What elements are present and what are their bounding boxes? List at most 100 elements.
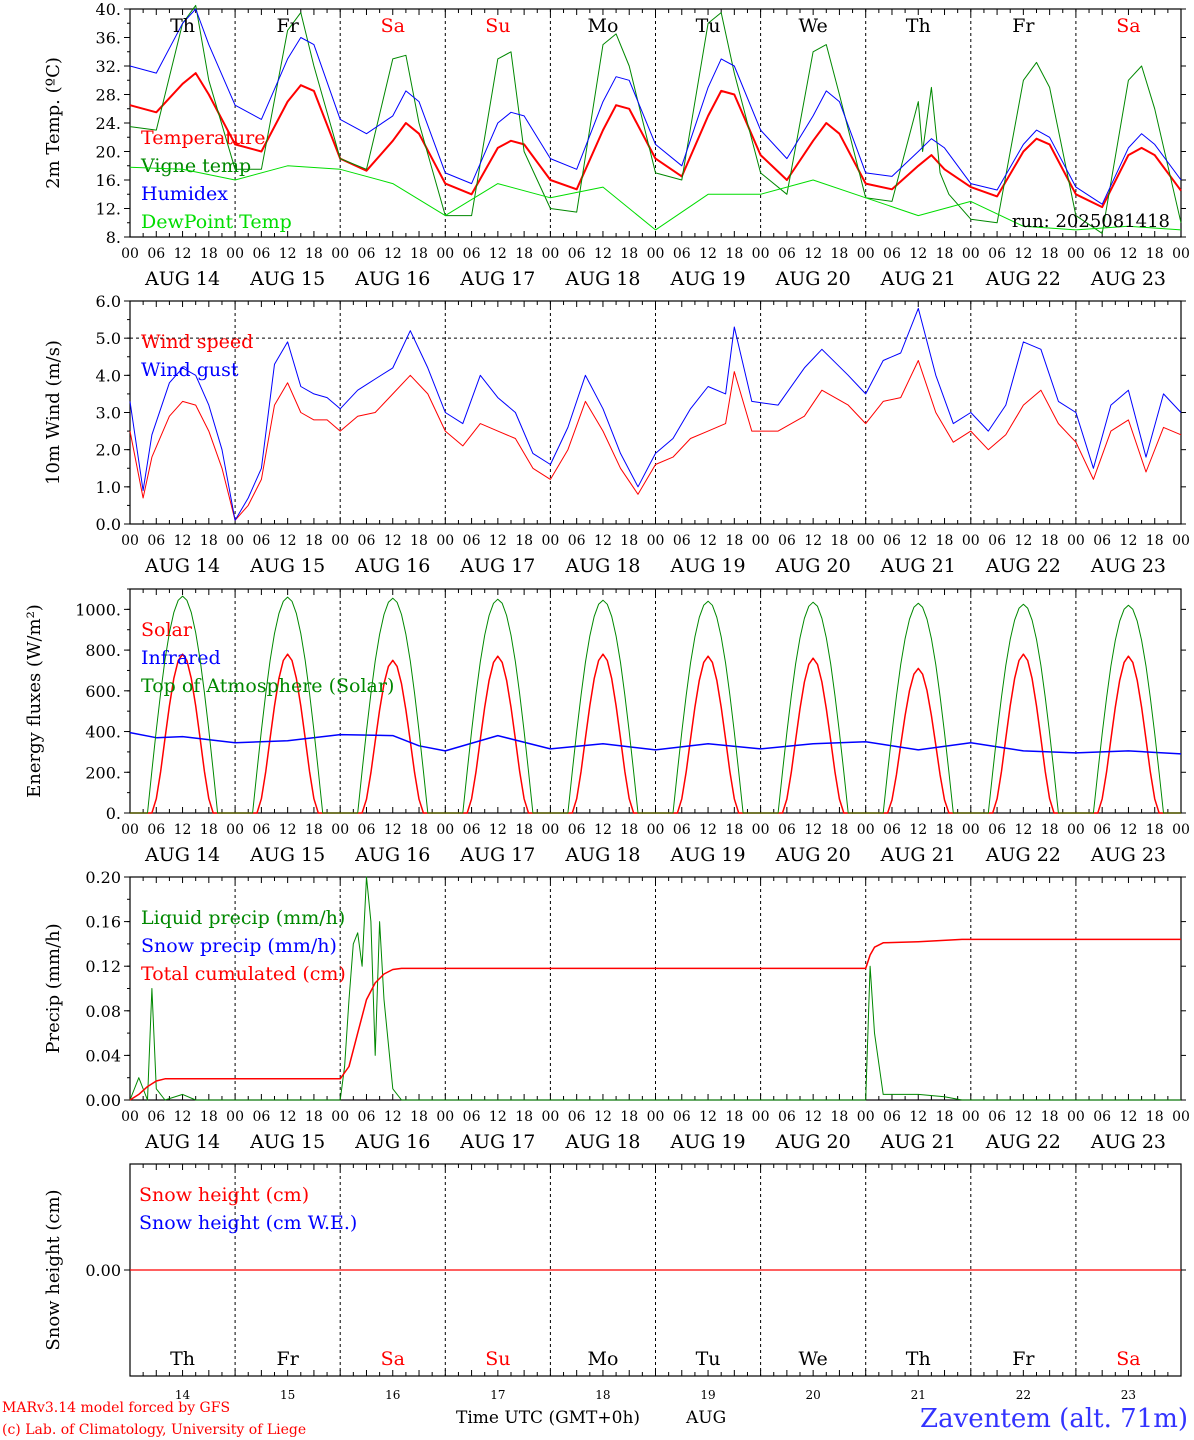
date-label: AUG 14 <box>144 1131 220 1153</box>
hour-tick-label: 06 <box>988 822 1006 838</box>
panel-snow: 0.00 Snow height (cm) Snow height (cm) Snow… <box>43 1163 1186 1402</box>
hour-tick-label: 00 <box>541 533 559 549</box>
hour-tick-label: 12 <box>699 1109 717 1125</box>
day-number-label: 16 <box>385 1388 400 1402</box>
hour-tick-label: 00 <box>436 822 454 838</box>
day-number-label: 14 <box>175 1388 191 1402</box>
hour-tick-label: 06 <box>883 246 901 262</box>
hour-tick-label: 12 <box>1120 1109 1138 1125</box>
date-label: AUG 20 <box>775 268 851 290</box>
series-line-liquid-precip-mm-h- <box>129 876 1181 1101</box>
hour-tick-label: 18 <box>936 1109 954 1125</box>
hour-tick-label: 06 <box>252 1109 270 1125</box>
hour-tick-label: 00 <box>541 822 559 838</box>
hour-tick-label: 12 <box>1120 246 1138 262</box>
hour-tick-label: 12 <box>909 533 927 549</box>
hour-tick-label: 00 <box>121 1109 139 1125</box>
y-tick-label: 0.0 <box>96 515 121 534</box>
hour-tick-label: 18 <box>725 1109 743 1125</box>
date-label: AUG 23 <box>1090 1131 1166 1153</box>
day-name-label: Sa <box>1116 15 1140 37</box>
hour-tick-label: 00 <box>752 1109 770 1125</box>
date-label: AUG 15 <box>249 268 325 290</box>
hour-tick-label: 00 <box>436 246 454 262</box>
hour-tick-label: 06 <box>463 822 481 838</box>
date-label: AUG 14 <box>144 555 220 577</box>
hour-tick-label: 18 <box>1041 246 1059 262</box>
y-tick-label: 0. <box>106 804 121 823</box>
hour-tick-label: 06 <box>673 246 691 262</box>
y-tick-label: 28. <box>96 86 121 105</box>
hour-tick-label: 18 <box>1146 533 1164 549</box>
hour-tick-label: 12 <box>384 246 402 262</box>
panel-energy: 1000. 800. 600. 400. 200. 0. Energy fluxes (W/… <box>24 588 1190 866</box>
hour-tick-label: 00 <box>752 822 770 838</box>
hour-tick-label: 12 <box>909 1109 927 1125</box>
date-label: AUG 18 <box>564 844 640 866</box>
y-tick-label: 3.0 <box>96 404 121 423</box>
hour-tick-label: 18 <box>831 1109 849 1125</box>
hour-tick-label: 12 <box>594 246 612 262</box>
panel-temperature: 40. 36. 32. 28. 24. 20. 16. 12. 8. 2m Temp. (ºC) T… <box>43 0 1190 290</box>
date-label: AUG 18 <box>564 1131 640 1153</box>
hour-tick-label: 00 <box>331 533 349 549</box>
day-name-label: Su <box>485 15 510 37</box>
hour-tick-label: 12 <box>804 822 822 838</box>
date-label: AUG 21 <box>880 268 956 290</box>
hour-tick-label: 12 <box>384 822 402 838</box>
date-label: AUG 21 <box>880 1131 956 1153</box>
hour-tick-label: 00 <box>436 533 454 549</box>
hour-tick-label: 18 <box>725 822 743 838</box>
hour-tick-label: 12 <box>1014 822 1032 838</box>
hour-tick-label: 18 <box>831 822 849 838</box>
day-name-label: Th <box>170 1348 195 1370</box>
panel-precip: 0.20 0.16 0.12 0.08 0.04 0.00 Precip (mm/h) Liq… <box>43 868 1190 1153</box>
hour-tick-label: 12 <box>804 246 822 262</box>
day-name-label: Fr <box>1012 1348 1035 1370</box>
hour-tick-label: 18 <box>410 246 428 262</box>
legend-entry: Liquid precip (mm/h) <box>141 907 345 929</box>
y-tick-label: 8. <box>106 228 121 247</box>
date-label: AUG 17 <box>459 268 535 290</box>
hour-tick-label: 00 <box>962 822 980 838</box>
hour-tick-label: 12 <box>1120 533 1138 549</box>
legend-entry: Humidex <box>141 183 228 205</box>
hour-tick-label: 00 <box>226 246 244 262</box>
hour-tick-label: 06 <box>673 1109 691 1125</box>
hour-tick-label: 00 <box>226 822 244 838</box>
day-name-label: Su <box>485 1348 510 1370</box>
legend-entry: Snow precip (mm/h) <box>141 935 337 957</box>
hour-tick-label: 00 <box>962 1109 980 1125</box>
hour-tick-label: 18 <box>936 533 954 549</box>
run-annotation: run: 2025081418 <box>1012 211 1170 232</box>
hour-tick-label: 18 <box>305 246 323 262</box>
hour-tick-label: 06 <box>988 533 1006 549</box>
y-tick-label: 5.0 <box>96 329 121 348</box>
legend-entry: Solar <box>141 619 193 641</box>
y-tick-label: 0.20 <box>85 868 121 887</box>
hour-tick-label: 06 <box>1093 1109 1111 1125</box>
hour-tick-label: 18 <box>410 533 428 549</box>
hour-tick-label: 18 <box>1041 1109 1059 1125</box>
series-line-top-of-atmosphere-solar- <box>130 595 1181 814</box>
hour-tick-label: 00 <box>121 533 139 549</box>
hour-tick-label: 06 <box>988 1109 1006 1125</box>
panel-wind: 6.0 5.0 4.0 3.0 2.0 1.0 0.0 10m Wind (m/s) Wind … <box>43 292 1190 577</box>
hour-tick-label: 06 <box>463 1109 481 1125</box>
hour-tick-label: 12 <box>489 246 507 262</box>
hour-tick-label: 06 <box>147 822 165 838</box>
y-axis-label: Snow height (cm) <box>43 1189 64 1350</box>
hour-tick-label: 18 <box>200 1109 218 1125</box>
date-label: AUG 22 <box>985 844 1061 866</box>
hour-tick-label: 12 <box>174 246 192 262</box>
hour-tick-label: 00 <box>647 533 665 549</box>
hour-tick-label: 06 <box>883 1109 901 1125</box>
hour-tick-label: 18 <box>305 533 323 549</box>
hour-tick-label: 18 <box>620 822 638 838</box>
hour-tick-label: 00 <box>857 246 875 262</box>
date-label: AUG 20 <box>775 1131 851 1153</box>
y-tick-label: 32. <box>96 57 121 76</box>
hour-tick-label: 18 <box>200 822 218 838</box>
hour-tick-label: 18 <box>831 533 849 549</box>
